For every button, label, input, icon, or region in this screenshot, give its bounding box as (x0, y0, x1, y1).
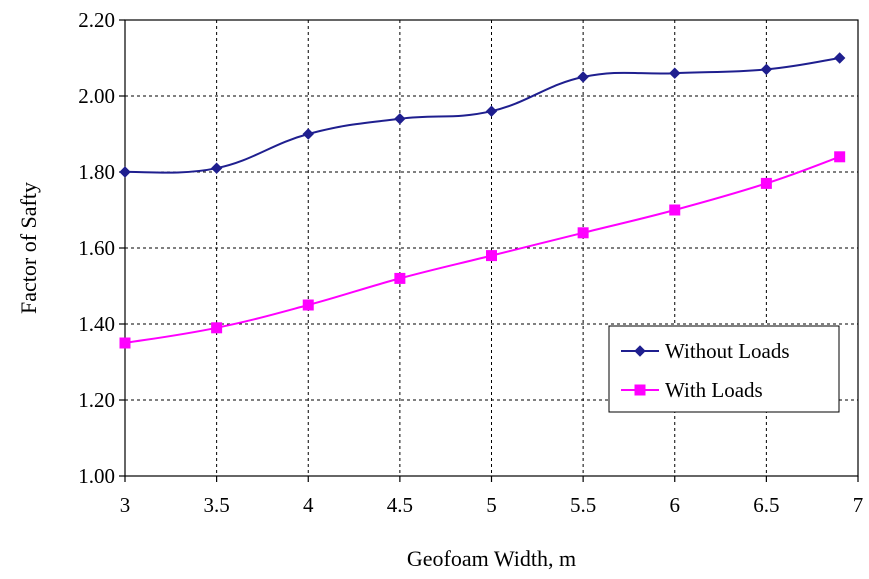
data-point-without-loads (833, 52, 846, 64)
data-point-with-loads (669, 204, 681, 216)
x-axis-tick-labels: 3 3.5 4 4.5 5 5.5 6 6.5 7 (120, 476, 864, 517)
data-point-without-loads (210, 162, 223, 174)
data-point-with-loads (119, 337, 131, 349)
y-tick-label: 1.80 (78, 160, 115, 184)
data-point-with-loads (760, 177, 772, 189)
x-tick-label: 5.5 (570, 493, 596, 517)
y-tick-label: 1.00 (78, 464, 115, 488)
data-point-with-loads (211, 322, 223, 334)
y-tick-label: 1.60 (78, 236, 115, 260)
y-tick-label: 2.20 (78, 8, 115, 32)
x-tick-label: 6.5 (753, 493, 779, 517)
series-lines (119, 52, 846, 349)
data-point-without-loads (485, 105, 498, 117)
series-without-loads (119, 52, 846, 178)
data-point-without-loads (669, 67, 681, 79)
y-tick-label: 1.40 (78, 312, 115, 336)
x-tick-label: 5 (486, 493, 497, 517)
data-point-with-loads (302, 299, 314, 311)
legend-marker-without-loads (634, 345, 646, 357)
legend-box (608, 325, 840, 413)
legend-marker-shape (634, 345, 646, 357)
data-point-without-loads (394, 113, 406, 125)
data-point-without-loads (302, 128, 314, 140)
data-point-with-loads (577, 227, 589, 239)
legend-marker-shape (634, 384, 646, 396)
y-axis-tick-labels: 1.00 1.20 1.40 1.60 1.80 2.00 2.20 (78, 8, 125, 488)
y-tick-label: 1.20 (78, 388, 115, 412)
legend-label-without-loads: Without Loads (665, 339, 790, 363)
data-point-with-loads (394, 272, 406, 284)
y-tick-label: 2.00 (78, 84, 115, 108)
x-tick-label: 7 (853, 493, 864, 517)
legend-marker-with-loads (634, 384, 646, 396)
x-tick-label: 6 (670, 493, 681, 517)
series-with-loads (119, 151, 846, 349)
data-point-without-loads (577, 71, 589, 83)
x-tick-label: 3 (120, 493, 131, 517)
series-line-without-loads (124, 57, 840, 174)
legend: Without Loads With Loads (608, 325, 840, 413)
y-axis-title: Factor of Safty (16, 182, 41, 314)
grid-lines (125, 20, 858, 476)
x-tick-label: 3.5 (204, 493, 230, 517)
x-tick-label: 4 (303, 493, 314, 517)
data-point-without-loads (760, 63, 773, 76)
x-tick-label: 4.5 (387, 493, 413, 517)
data-point-with-loads (834, 151, 846, 163)
data-point-without-loads (119, 166, 131, 178)
x-axis-title: Geofoam Width, m (407, 546, 576, 571)
series-line-with-loads (124, 155, 841, 344)
data-point-with-loads (486, 250, 497, 262)
legend-label-with-loads: With Loads (665, 378, 763, 402)
